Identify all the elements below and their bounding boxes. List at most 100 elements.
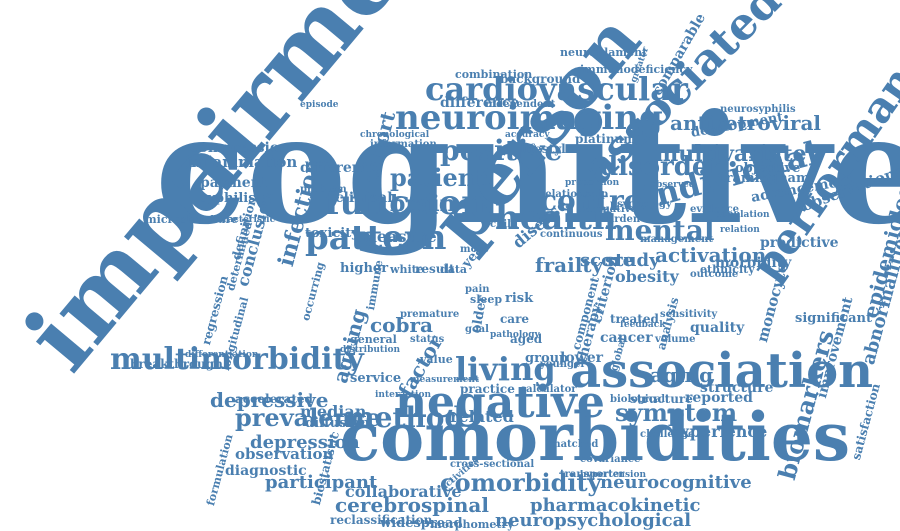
cloud-word: cobra bbox=[370, 313, 433, 337]
cloud-word: cross-sectional bbox=[450, 459, 535, 470]
cloud-word: outcome bbox=[690, 269, 739, 280]
cloud-word: brain bbox=[390, 191, 456, 217]
cloud-word: different bbox=[300, 160, 369, 176]
cloud-word: comorbidities bbox=[340, 398, 850, 476]
cloud-word: comorbidity bbox=[440, 468, 602, 497]
cloud-word: prevalence bbox=[235, 403, 381, 432]
cloud-word: pattern bbox=[305, 218, 447, 258]
cloud-word: structure bbox=[700, 380, 774, 396]
cloud-word: related bbox=[450, 407, 514, 426]
cloud-word: neuropsychological bbox=[495, 510, 692, 531]
cloud-word: feedback bbox=[620, 320, 666, 330]
cloud-word: inflammation bbox=[185, 153, 298, 171]
cloud-word: symptom bbox=[615, 398, 738, 427]
cloud-word: framingham bbox=[720, 171, 810, 186]
cloud-word: status bbox=[410, 334, 445, 345]
cloud-word: diagnostic bbox=[225, 463, 307, 479]
cloud-word: quality bbox=[690, 320, 745, 336]
cloud-word: accuracy bbox=[505, 130, 550, 140]
cloud-word: group bbox=[525, 351, 569, 366]
cloud-word: data bbox=[440, 263, 468, 276]
cloud-word: biological bbox=[610, 394, 666, 405]
cloud-word: chronological bbox=[360, 130, 430, 140]
cloud-word: score bbox=[580, 250, 635, 271]
cloud-word: immunodeficiency bbox=[580, 63, 693, 76]
cloud-word: depression bbox=[250, 432, 360, 453]
cloud-word: negative bbox=[395, 377, 605, 428]
cloud-word: interaction bbox=[375, 390, 432, 400]
cloud-word: child bbox=[490, 219, 518, 230]
cloud-word: study bbox=[605, 250, 660, 271]
cloud-word: cardiovascular bbox=[425, 70, 688, 108]
cloud-word: depressive bbox=[210, 388, 329, 412]
cloud-word: participant bbox=[265, 472, 378, 493]
cloud-word: cerebrospinal bbox=[335, 493, 489, 517]
cloud-word: widespread bbox=[380, 516, 463, 531]
cloud-word: aged bbox=[510, 332, 543, 346]
cloud-word: clinical bbox=[335, 190, 393, 206]
cloud-word: positive bbox=[440, 134, 563, 167]
cloud-word: white bbox=[390, 263, 424, 276]
cloud-word: reclassification bbox=[330, 513, 433, 527]
cloud-word: predictive bbox=[760, 235, 839, 251]
cloud-word: result bbox=[415, 262, 455, 276]
cloud-word: frailty bbox=[535, 253, 604, 277]
cloud-word: accelerated bbox=[235, 392, 313, 406]
cloud-word: premature bbox=[400, 309, 460, 320]
cloud-word: matched bbox=[550, 439, 599, 450]
cloud-word: structure bbox=[630, 392, 693, 406]
cloud-word: sensitivity bbox=[660, 309, 718, 320]
cloud-word: method bbox=[345, 401, 464, 434]
cloud-word: morphometry bbox=[430, 518, 514, 531]
cloud-word: relationship bbox=[540, 189, 608, 200]
cloud-word: evidence bbox=[690, 204, 740, 215]
cloud-word: more bbox=[460, 244, 489, 255]
cloud-word: multivariate bbox=[655, 141, 807, 167]
cloud-word: morbidity bbox=[715, 255, 792, 271]
cloud-word: continuous bbox=[540, 229, 603, 240]
cloud-word: living bbox=[455, 350, 556, 388]
cloud-word: burden bbox=[600, 214, 641, 225]
cloud-word: management bbox=[640, 234, 713, 245]
cloud-word: problem bbox=[300, 184, 347, 195]
cloud-word: neurocognitive bbox=[600, 472, 752, 493]
cloud-word: patient bbox=[390, 163, 487, 192]
cloud-word: objective bbox=[735, 161, 801, 176]
cloud-word: mental bbox=[605, 214, 715, 247]
cloud-word: observation bbox=[235, 445, 334, 463]
cloud-word: health bbox=[495, 198, 617, 238]
cloud-word: neurofilament bbox=[560, 46, 648, 59]
cloud-word: practice bbox=[460, 382, 515, 396]
cloud-word: microstructure bbox=[145, 213, 239, 226]
cloud-word: treated bbox=[610, 312, 659, 326]
cloud-word: median bbox=[300, 402, 367, 421]
cloud-word: cancer bbox=[600, 330, 653, 346]
cloud-word: breakthrough bbox=[130, 357, 223, 371]
cloud-word: care bbox=[500, 312, 530, 326]
cloud-word: difference bbox=[440, 95, 520, 111]
cloud-word: normative bbox=[580, 204, 637, 215]
cloud-word: neuroimaging bbox=[395, 98, 663, 138]
cloud-word: differentiation bbox=[185, 350, 259, 360]
cloud-word: obesity bbox=[615, 267, 679, 286]
cloud-word: experience bbox=[670, 422, 768, 441]
cloud-word: multimorbidity bbox=[110, 342, 364, 377]
cloud-word: combination bbox=[455, 68, 533, 81]
cloud-word: higher bbox=[340, 261, 389, 276]
cloud-word: goal bbox=[465, 324, 489, 335]
cloud-word: transporter bbox=[560, 469, 625, 480]
cloud-word: younger bbox=[540, 359, 586, 370]
cloud-word: lower bbox=[560, 350, 603, 366]
cloud-word: relation bbox=[720, 225, 760, 235]
cloud-word: syphilis bbox=[200, 191, 256, 206]
cloud-word: payment bbox=[200, 175, 268, 191]
cloud-word: challenge bbox=[640, 429, 695, 440]
cloud-word: measure bbox=[360, 227, 437, 246]
cloud-word: association bbox=[570, 343, 874, 399]
cloud-word: significant bbox=[795, 311, 872, 326]
cloud-word: cognitive bbox=[155, 82, 900, 258]
cloud-word: aging bbox=[650, 363, 714, 387]
cloud-word: information bbox=[370, 139, 437, 150]
cloud-word: activation bbox=[655, 243, 767, 267]
